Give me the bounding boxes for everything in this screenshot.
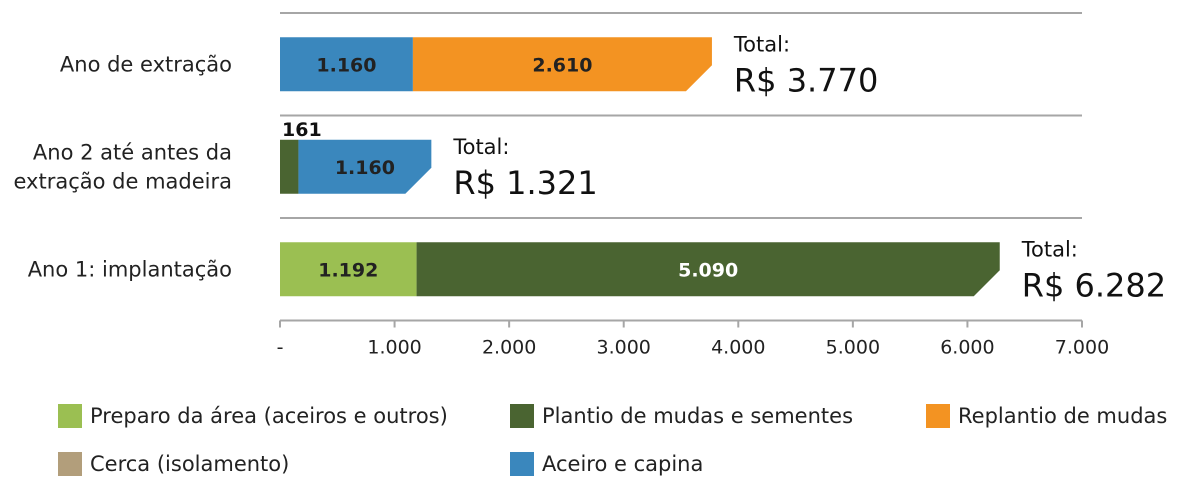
- x-tick-label: 7.000: [1055, 337, 1109, 359]
- category-label: Ano 1: implantação: [28, 257, 232, 281]
- legend-item: Cerca (isolamento): [58, 452, 289, 476]
- bar-segment: [280, 139, 299, 194]
- legend-label: Replantio de mudas: [958, 404, 1168, 428]
- category-label: extração de madeira: [14, 169, 233, 193]
- legend-swatch: [510, 404, 534, 428]
- legend-label: Aceiro e capina: [542, 452, 704, 476]
- legend-swatch: [926, 404, 950, 428]
- x-tick-label: -: [277, 337, 284, 359]
- x-tick-label: 4.000: [711, 337, 765, 359]
- stacked-bar-chart: 1.160 2.610 161 1.160 1.192 5.090 Ano de extr…: [14, 12, 1166, 359]
- bar-segment: [280, 37, 413, 92]
- bar-value-label: 2.610: [532, 54, 592, 76]
- total-labels: Total: R$ 3.770 Total: R$ 1.321 Total: R$ 6.2…: [452, 32, 1166, 304]
- legend-item: Plantio de mudas e sementes: [510, 404, 853, 428]
- category-labels: Ano de extração Ano 2 até antes da extraçã…: [14, 52, 233, 281]
- bar-value-label: 1.192: [318, 259, 378, 281]
- x-tick-label: 2.000: [482, 337, 536, 359]
- category-label: Ano 2 até antes da: [33, 140, 232, 164]
- category-label: Ano de extração: [60, 52, 232, 76]
- bar-value-label: 5.090: [678, 259, 738, 281]
- bar-segment: [298, 139, 432, 194]
- x-tick-label: 6.000: [940, 337, 994, 359]
- legend-swatch: [510, 452, 534, 476]
- total-value: R$ 1.321: [453, 164, 597, 202]
- legend: Preparo da área (aceiros e outros) Planti…: [0, 396, 1181, 496]
- legend-item: Preparo da área (aceiros e outros): [58, 404, 448, 428]
- bar-value-label: 161: [282, 119, 322, 141]
- legend-item: Replantio de mudas: [926, 404, 1167, 428]
- x-tick-label: 1.000: [367, 337, 421, 359]
- x-axis: - 1.000 2.000 3.000 4.000 5.000 6.000 7.000: [277, 319, 1109, 359]
- legend-item: Aceiro e capina: [510, 452, 703, 476]
- bar-segment: [280, 242, 417, 297]
- legend-swatch: [58, 404, 82, 428]
- legend-label: Preparo da área (aceiros e outros): [90, 404, 448, 428]
- bar-value-label: 1.160: [316, 54, 376, 76]
- category-separators: [280, 12, 1082, 219]
- total-value: R$ 6.282: [1022, 266, 1166, 304]
- total-caption: Total:: [452, 135, 509, 159]
- bar-value-labels: 1.160 2.610 161 1.160 1.192 5.090: [282, 54, 738, 281]
- bar-segment: [416, 242, 1000, 297]
- total-value: R$ 3.770: [734, 61, 878, 99]
- x-tick-label: 5.000: [826, 337, 880, 359]
- bar-segment: [412, 37, 712, 92]
- legend-label: Plantio de mudas e sementes: [542, 404, 854, 428]
- x-tick-label: 3.000: [597, 337, 651, 359]
- legend-label: Cerca (isolamento): [90, 452, 290, 476]
- legend-swatch: [58, 452, 82, 476]
- bar-value-label: 1.160: [335, 157, 395, 179]
- total-caption: Total:: [1021, 237, 1078, 261]
- total-caption: Total:: [733, 32, 790, 56]
- bars: [280, 37, 1000, 297]
